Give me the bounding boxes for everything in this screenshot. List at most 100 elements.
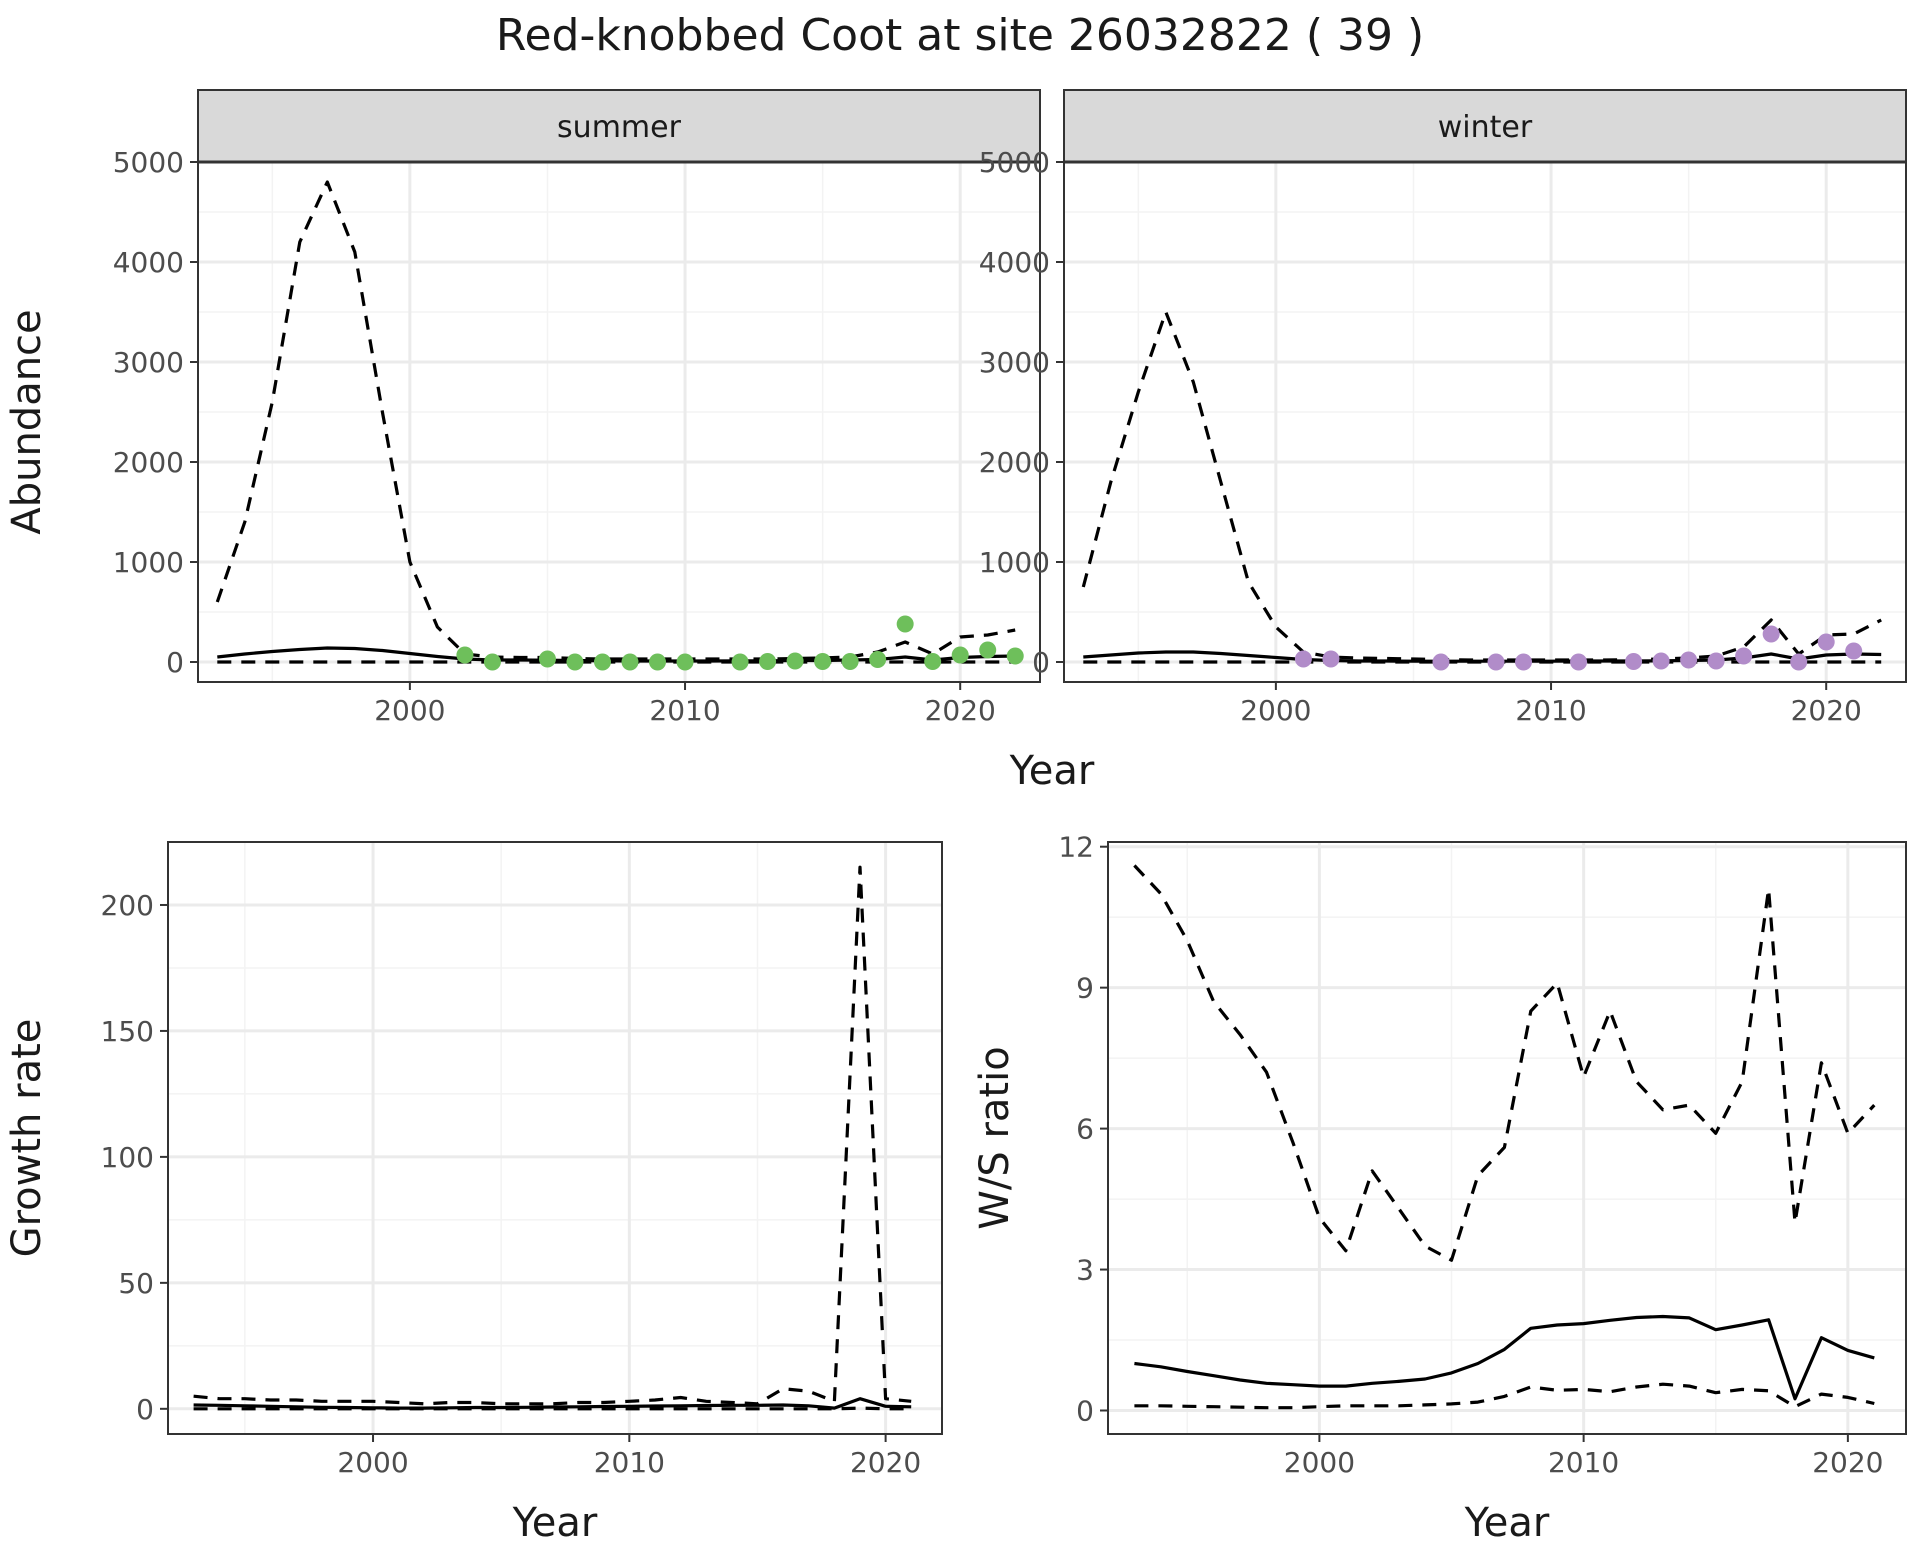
plot-area bbox=[1081, 310, 1882, 671]
x-tick-label: 2020 bbox=[850, 1446, 921, 1479]
series-line-1 bbox=[215, 180, 1016, 661]
y-tick-label: 1000 bbox=[113, 546, 184, 579]
panel-frame bbox=[1063, 161, 1907, 683]
y-tick-label: 50 bbox=[118, 1267, 154, 1300]
plot-area bbox=[215, 180, 1024, 671]
data-point bbox=[1625, 653, 1643, 670]
data-point bbox=[621, 653, 639, 671]
data-point bbox=[1322, 650, 1340, 668]
series-line-2 bbox=[193, 1406, 912, 1411]
data-point bbox=[1487, 653, 1505, 671]
data-point bbox=[951, 646, 969, 664]
data-point bbox=[1652, 652, 1670, 670]
data-point bbox=[1432, 653, 1450, 671]
series-line-0 bbox=[1083, 650, 1882, 663]
data-point bbox=[1680, 651, 1698, 669]
data-point bbox=[649, 653, 667, 671]
facet-label: winter bbox=[1438, 110, 1533, 145]
y-tick-label: 0 bbox=[1076, 1395, 1094, 1428]
y-tick-label: 100 bbox=[101, 1141, 154, 1174]
series-line-0 bbox=[193, 1397, 912, 1410]
data-point bbox=[566, 653, 584, 671]
data-point bbox=[1294, 650, 1312, 668]
y-tick-label: 0 bbox=[1032, 646, 1050, 679]
x-tick-label: 2020 bbox=[1791, 694, 1862, 727]
x-tick-label: 2000 bbox=[1284, 1446, 1355, 1479]
data-point bbox=[676, 653, 694, 671]
y-tick-label: 3 bbox=[1076, 1254, 1094, 1287]
x-tick-label: 2010 bbox=[1515, 694, 1586, 727]
facet-strip bbox=[197, 89, 1041, 163]
x-axis-label-top: Year bbox=[1009, 748, 1095, 794]
data-point bbox=[538, 650, 556, 668]
y-tick-label: 3000 bbox=[979, 346, 1050, 379]
y-tick-label: 4000 bbox=[113, 246, 184, 279]
panel-abundance_winter: 2000 2010 2020 0 1000 2000 3000 4000 5000 winter bbox=[979, 89, 1907, 727]
plot-area bbox=[1133, 864, 1876, 1410]
data-point bbox=[869, 651, 887, 668]
data-point bbox=[896, 615, 914, 633]
data-point bbox=[814, 653, 832, 670]
series-line-1 bbox=[193, 865, 912, 1406]
plot-area bbox=[193, 865, 912, 1411]
x-tick-label: 2000 bbox=[337, 1446, 408, 1479]
x-tick-label: 2010 bbox=[649, 694, 720, 727]
data-point bbox=[1790, 653, 1808, 671]
data-point bbox=[979, 641, 997, 659]
data-point bbox=[759, 653, 777, 670]
data-point bbox=[1817, 633, 1835, 651]
x-tick-label: 2020 bbox=[925, 694, 996, 727]
panel-ws_ratio: 2000 2010 2020 0 3 6 9 12 W/S ratio bbox=[972, 831, 1907, 1479]
y-tick-label: 0 bbox=[166, 646, 184, 679]
x-tick-label: 2010 bbox=[594, 1446, 665, 1479]
data-point bbox=[731, 653, 749, 671]
panel-frame bbox=[1107, 841, 1907, 1435]
series-line-0 bbox=[1134, 1314, 1875, 1401]
y-axis-label: Growth rate bbox=[4, 1019, 50, 1258]
y-tick-label: 5000 bbox=[113, 146, 184, 179]
figure-title: Red-knobbed Coot at site 26032822 ( 39 ) bbox=[496, 10, 1424, 61]
data-point bbox=[1762, 625, 1780, 643]
data-point bbox=[924, 653, 942, 670]
y-tick-label: 0 bbox=[136, 1393, 154, 1426]
x-tick-label: 2020 bbox=[1812, 1446, 1883, 1479]
data-point bbox=[1006, 647, 1024, 665]
x-axis-label-growth: Year bbox=[512, 1500, 598, 1546]
data-point bbox=[1570, 653, 1588, 671]
y-tick-label: 9 bbox=[1076, 972, 1094, 1005]
y-tick-label: 2000 bbox=[113, 446, 184, 479]
data-point bbox=[483, 653, 501, 671]
y-tick-label: 4000 bbox=[979, 246, 1050, 279]
data-point bbox=[593, 653, 611, 671]
data-point bbox=[841, 653, 859, 670]
data-point bbox=[1707, 652, 1725, 670]
data-point bbox=[1845, 642, 1863, 660]
panel-frame bbox=[167, 841, 943, 1435]
y-tick-label: 200 bbox=[101, 889, 154, 922]
x-tick-label: 2000 bbox=[374, 694, 445, 727]
x-axis-label-ratio: Year bbox=[1464, 1500, 1550, 1546]
data-point bbox=[786, 652, 804, 670]
facet-label: summer bbox=[557, 110, 682, 145]
series-line-1 bbox=[1133, 864, 1876, 1262]
panel-frame bbox=[197, 161, 1041, 683]
y-tick-label: 1000 bbox=[979, 546, 1050, 579]
y-tick-label: 5000 bbox=[979, 146, 1050, 179]
data-point bbox=[1515, 653, 1533, 671]
y-axis-label: W/S ratio bbox=[972, 1046, 1018, 1229]
x-tick-label: 2010 bbox=[1548, 1446, 1619, 1479]
y-tick-label: 150 bbox=[101, 1015, 154, 1048]
y-tick-label: 3000 bbox=[113, 346, 184, 379]
x-tick-label: 2000 bbox=[1240, 694, 1311, 727]
y-tick-label: 6 bbox=[1076, 1113, 1094, 1146]
panel-abundance_summer: 2000 2010 2020 0 1000 2000 3000 4000 5000 summer A… bbox=[4, 89, 1041, 727]
panel-growth_rate: 2000 2010 2020 0 50 100 150 200 Growth rate bbox=[4, 841, 943, 1479]
y-tick-label: 2000 bbox=[979, 446, 1050, 479]
facet-strip bbox=[1063, 89, 1907, 163]
data-point bbox=[1735, 647, 1753, 665]
series-line-2 bbox=[1134, 1382, 1875, 1410]
y-axis-label: Abundance bbox=[4, 309, 50, 534]
y-tick-label: 12 bbox=[1058, 831, 1094, 864]
data-point bbox=[456, 646, 474, 664]
